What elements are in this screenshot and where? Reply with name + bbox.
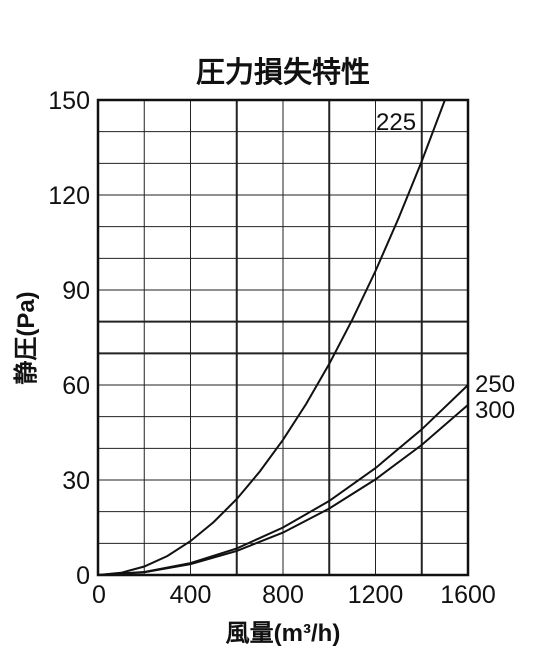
series-label-300: 300 xyxy=(475,397,515,424)
y-tick-label: 0 xyxy=(76,562,90,590)
series-label-225: 225 xyxy=(376,109,416,136)
x-tick-label: 0 xyxy=(92,581,106,609)
y-tick-label: 90 xyxy=(62,277,90,305)
y-axis-label: 静圧(Pa) xyxy=(13,291,40,384)
x-tick-label: 800 xyxy=(262,581,304,609)
series-line-225 xyxy=(97,99,446,576)
plot-frame xyxy=(96,98,470,577)
x-tick-label: 1600 xyxy=(440,581,496,609)
curves xyxy=(97,99,469,576)
y-tick-label: 120 xyxy=(48,182,90,210)
chart-title: 圧力損失特性 xyxy=(196,56,370,89)
y-tick-label: 30 xyxy=(62,467,90,495)
y-tick-label: 60 xyxy=(62,372,90,400)
x-tick-label: 1200 xyxy=(348,581,404,609)
tick-labels: 0 400 800 1200 1600 0 30 60 90 120 150 xyxy=(48,87,496,609)
y-tick-label: 150 xyxy=(48,87,90,115)
grid xyxy=(98,100,468,575)
x-axis-label: 風量(m³/h) xyxy=(226,620,341,647)
series-label-250: 250 xyxy=(475,371,515,398)
series-line-300 xyxy=(97,404,469,576)
x-tick-label: 400 xyxy=(170,581,212,609)
